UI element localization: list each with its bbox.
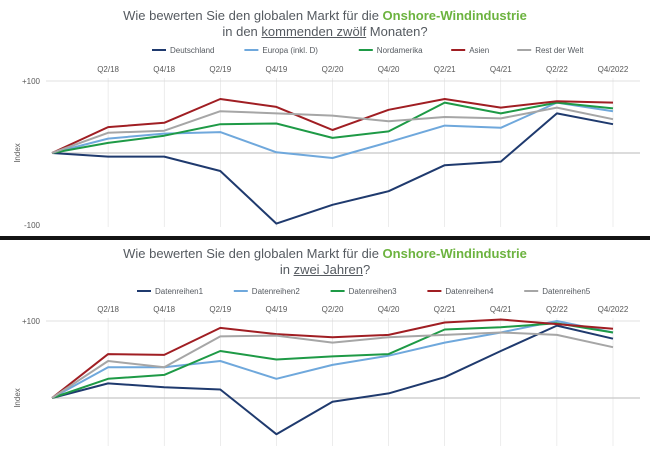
x-tick-label: Q2/22 [546, 305, 568, 314]
chart-panel-bottom: Wie bewerten Sie den globalen Markt für … [0, 240, 650, 450]
line-chart-bottom: Datenreihen1 Datenreihen2 Datenreihen3 Date… [13, 287, 640, 446]
title-text: Wie bewerten Sie den globalen Markt für … [123, 8, 383, 23]
series-line [51, 318, 614, 399]
x-tick-label: Q4/21 [490, 305, 512, 314]
series-line [51, 324, 614, 436]
x-tick-label: Q2/18 [97, 305, 119, 314]
title-highlight: Onshore-Windindustrie [382, 246, 527, 261]
title-text: ? [362, 262, 371, 277]
x-tick-label: Q4/19 [266, 65, 288, 74]
legend-entry: Asien [469, 46, 489, 55]
x-tick-label: Q4/20 [378, 305, 400, 314]
series-line [51, 106, 614, 154]
x-tick-label: Q2/20 [322, 65, 344, 74]
chart-title-top-line1: Wie bewerten Sie den globalen Markt für … [0, 8, 650, 24]
legend-entry: Nordamerika [377, 46, 423, 55]
x-tick-label: Q2/18 [97, 65, 119, 74]
title-highlight: Onshore-Windindustrie [382, 8, 527, 23]
chart-title-bottom-line2: in zwei Jahren? [0, 262, 650, 278]
x-tick-label: Q2/21 [434, 305, 456, 314]
line-chart-top: Deutschland Europa (inkl. D) Nordamerika As… [13, 46, 640, 230]
title-underlined: kommenden zwölf [261, 24, 367, 39]
legend-entry: Datenreihen5 [542, 287, 591, 296]
x-tick-label: Q4/2022 [598, 65, 629, 74]
legend-entry: Datenreihen2 [252, 287, 301, 296]
x-tick-label: Q2/22 [546, 65, 568, 74]
chart-title-bottom-line1: Wie bewerten Sie den globalen Markt für … [0, 246, 650, 262]
x-tick-label: Q4/2022 [598, 305, 629, 314]
legend-entry: Europa (inkl. D) [262, 46, 318, 55]
x-tick-label: Q4/18 [153, 65, 175, 74]
series-line [51, 331, 614, 399]
x-tick-label: Q4/18 [153, 305, 175, 314]
title-text: Wie bewerten Sie den globalen Markt für … [123, 246, 383, 261]
legend-entry: Datenreihen4 [445, 287, 494, 296]
x-tick-label: Q4/20 [378, 65, 400, 74]
x-tick-label: Q4/19 [266, 305, 288, 314]
y-axis-label: Index [13, 143, 22, 163]
x-tick-label: Q2/20 [322, 305, 344, 314]
series-line [51, 98, 614, 154]
y-tick-label: +100 [22, 317, 41, 326]
chart-panel-top: Wie bewerten Sie den globalen Markt für … [0, 8, 650, 230]
title-text: in [279, 262, 294, 277]
legend-entry: Deutschland [170, 46, 214, 55]
series-line [51, 112, 614, 225]
title-text: Monaten? [366, 24, 428, 39]
y-tick-label: -100 [24, 221, 41, 230]
x-tick-label: Q2/21 [434, 65, 456, 74]
x-tick-label: Q2/19 [209, 305, 231, 314]
x-tick-label: Q2/19 [209, 65, 231, 74]
y-axis-label: Index [13, 388, 22, 408]
series-line [51, 322, 614, 399]
series-line [51, 320, 614, 399]
title-text: in den [222, 24, 262, 39]
panel-divider [0, 236, 650, 240]
legend-entry: Datenreihen1 [155, 287, 204, 296]
title-underlined: zwei Jahren [293, 262, 363, 277]
legend-entry: Datenreihen3 [349, 287, 398, 296]
x-tick-label: Q4/21 [490, 65, 512, 74]
series-line [51, 101, 614, 154]
chart-title-top-line2: in den kommenden zwölf Monaten? [0, 24, 650, 40]
y-tick-label: +100 [22, 77, 41, 86]
legend-entry: Rest der Welt [535, 46, 584, 55]
series-line [51, 101, 614, 159]
